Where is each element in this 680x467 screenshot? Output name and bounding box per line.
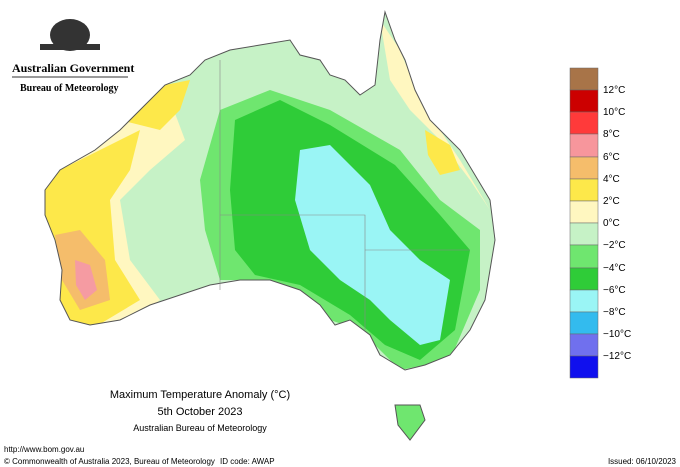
tasmania	[394, 404, 426, 441]
footer-copyright: © Commonwealth of Australia 2023, Bureau…	[4, 457, 215, 466]
legend-label: 12°C	[603, 85, 625, 96]
legend-labels: 12°C 10°C 8°C 6°C 4°C 2°C 0°C −2°C −4°C −6°C −8°C −…	[603, 85, 631, 362]
coastline	[44, 10, 496, 371]
government-name: Australian Government	[12, 61, 134, 75]
legend-label: −4°C	[603, 263, 626, 274]
legend-label: 10°C	[603, 107, 625, 118]
legend-label: 4°C	[603, 174, 620, 185]
footer-url: http://www.bom.gov.au	[4, 445, 84, 454]
legend-label: 2°C	[603, 196, 620, 207]
map-source: Australian Bureau of Meteorology	[133, 423, 267, 433]
crest	[40, 19, 100, 51]
legend-label: 8°C	[603, 129, 620, 140]
legend-label: −10°C	[603, 329, 631, 340]
legend-swatches	[569, 67, 599, 379]
legend-label: −12°C	[603, 351, 631, 362]
map-title: Maximum Temperature Anomaly (°C)	[110, 389, 290, 401]
footer-issued: Issued: 06/10/2023	[608, 457, 677, 466]
state-borders	[219, 60, 470, 330]
footer-id-code: ID code: AWAP	[220, 457, 275, 466]
map-date: 5th October 2023	[157, 406, 242, 418]
legend-label: 0°C	[603, 218, 620, 229]
bureau-name: Bureau of Meteorology	[20, 83, 119, 94]
legend-label: −8°C	[603, 307, 626, 318]
legend-label: −2°C	[603, 240, 626, 251]
legend-label: 6°C	[603, 152, 620, 163]
legend-label: −6°C	[603, 285, 626, 296]
